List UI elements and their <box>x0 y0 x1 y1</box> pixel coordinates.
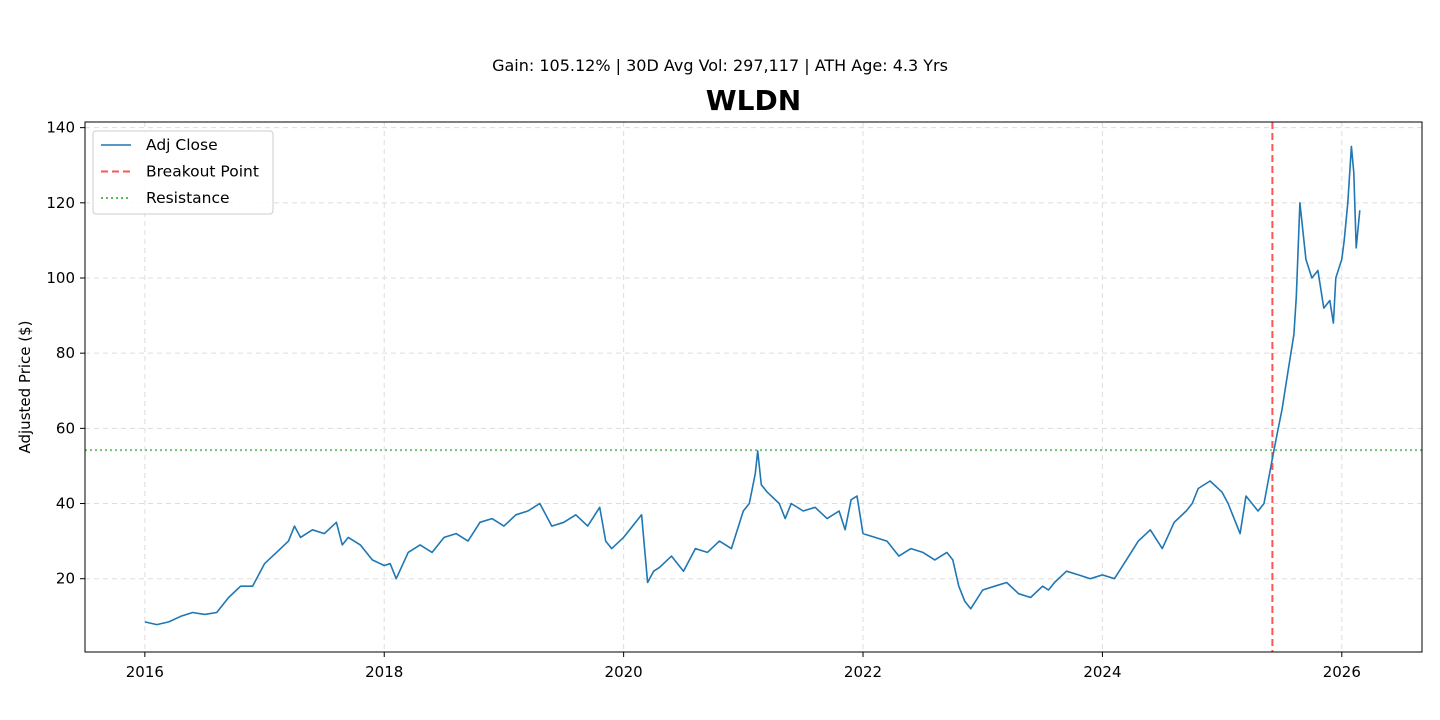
x-tick-label: 2020 <box>605 663 643 681</box>
y-tick-label: 80 <box>56 344 75 362</box>
legend-label: Adj Close <box>146 136 218 154</box>
x-tick-label: 2026 <box>1323 663 1361 681</box>
x-tick-label: 2022 <box>844 663 882 681</box>
y-axis-label: Adjusted Price ($) <box>16 320 34 453</box>
series-line-adj-close <box>144 145 1361 626</box>
legend-label: Breakout Point <box>146 163 259 181</box>
y-tick-label: 60 <box>56 419 75 437</box>
legend-label: Resistance <box>146 189 230 207</box>
plot-frame <box>84 121 1423 653</box>
x-tick-label: 2016 <box>126 663 164 681</box>
chart-subtitle: Gain: 105.12% | 30D Avg Vol: 297,117 | A… <box>492 56 948 75</box>
x-tick-label: 2024 <box>1083 663 1121 681</box>
y-tick-label: 140 <box>46 119 75 137</box>
y-tick-label: 40 <box>56 495 75 513</box>
x-tick-label: 2018 <box>365 663 403 681</box>
y-tick-label: 100 <box>46 269 75 287</box>
chart-title: WLDN <box>705 84 802 117</box>
legend-box <box>92 130 274 215</box>
y-tick-label: 120 <box>46 194 75 212</box>
y-tick-label: 20 <box>56 570 75 588</box>
